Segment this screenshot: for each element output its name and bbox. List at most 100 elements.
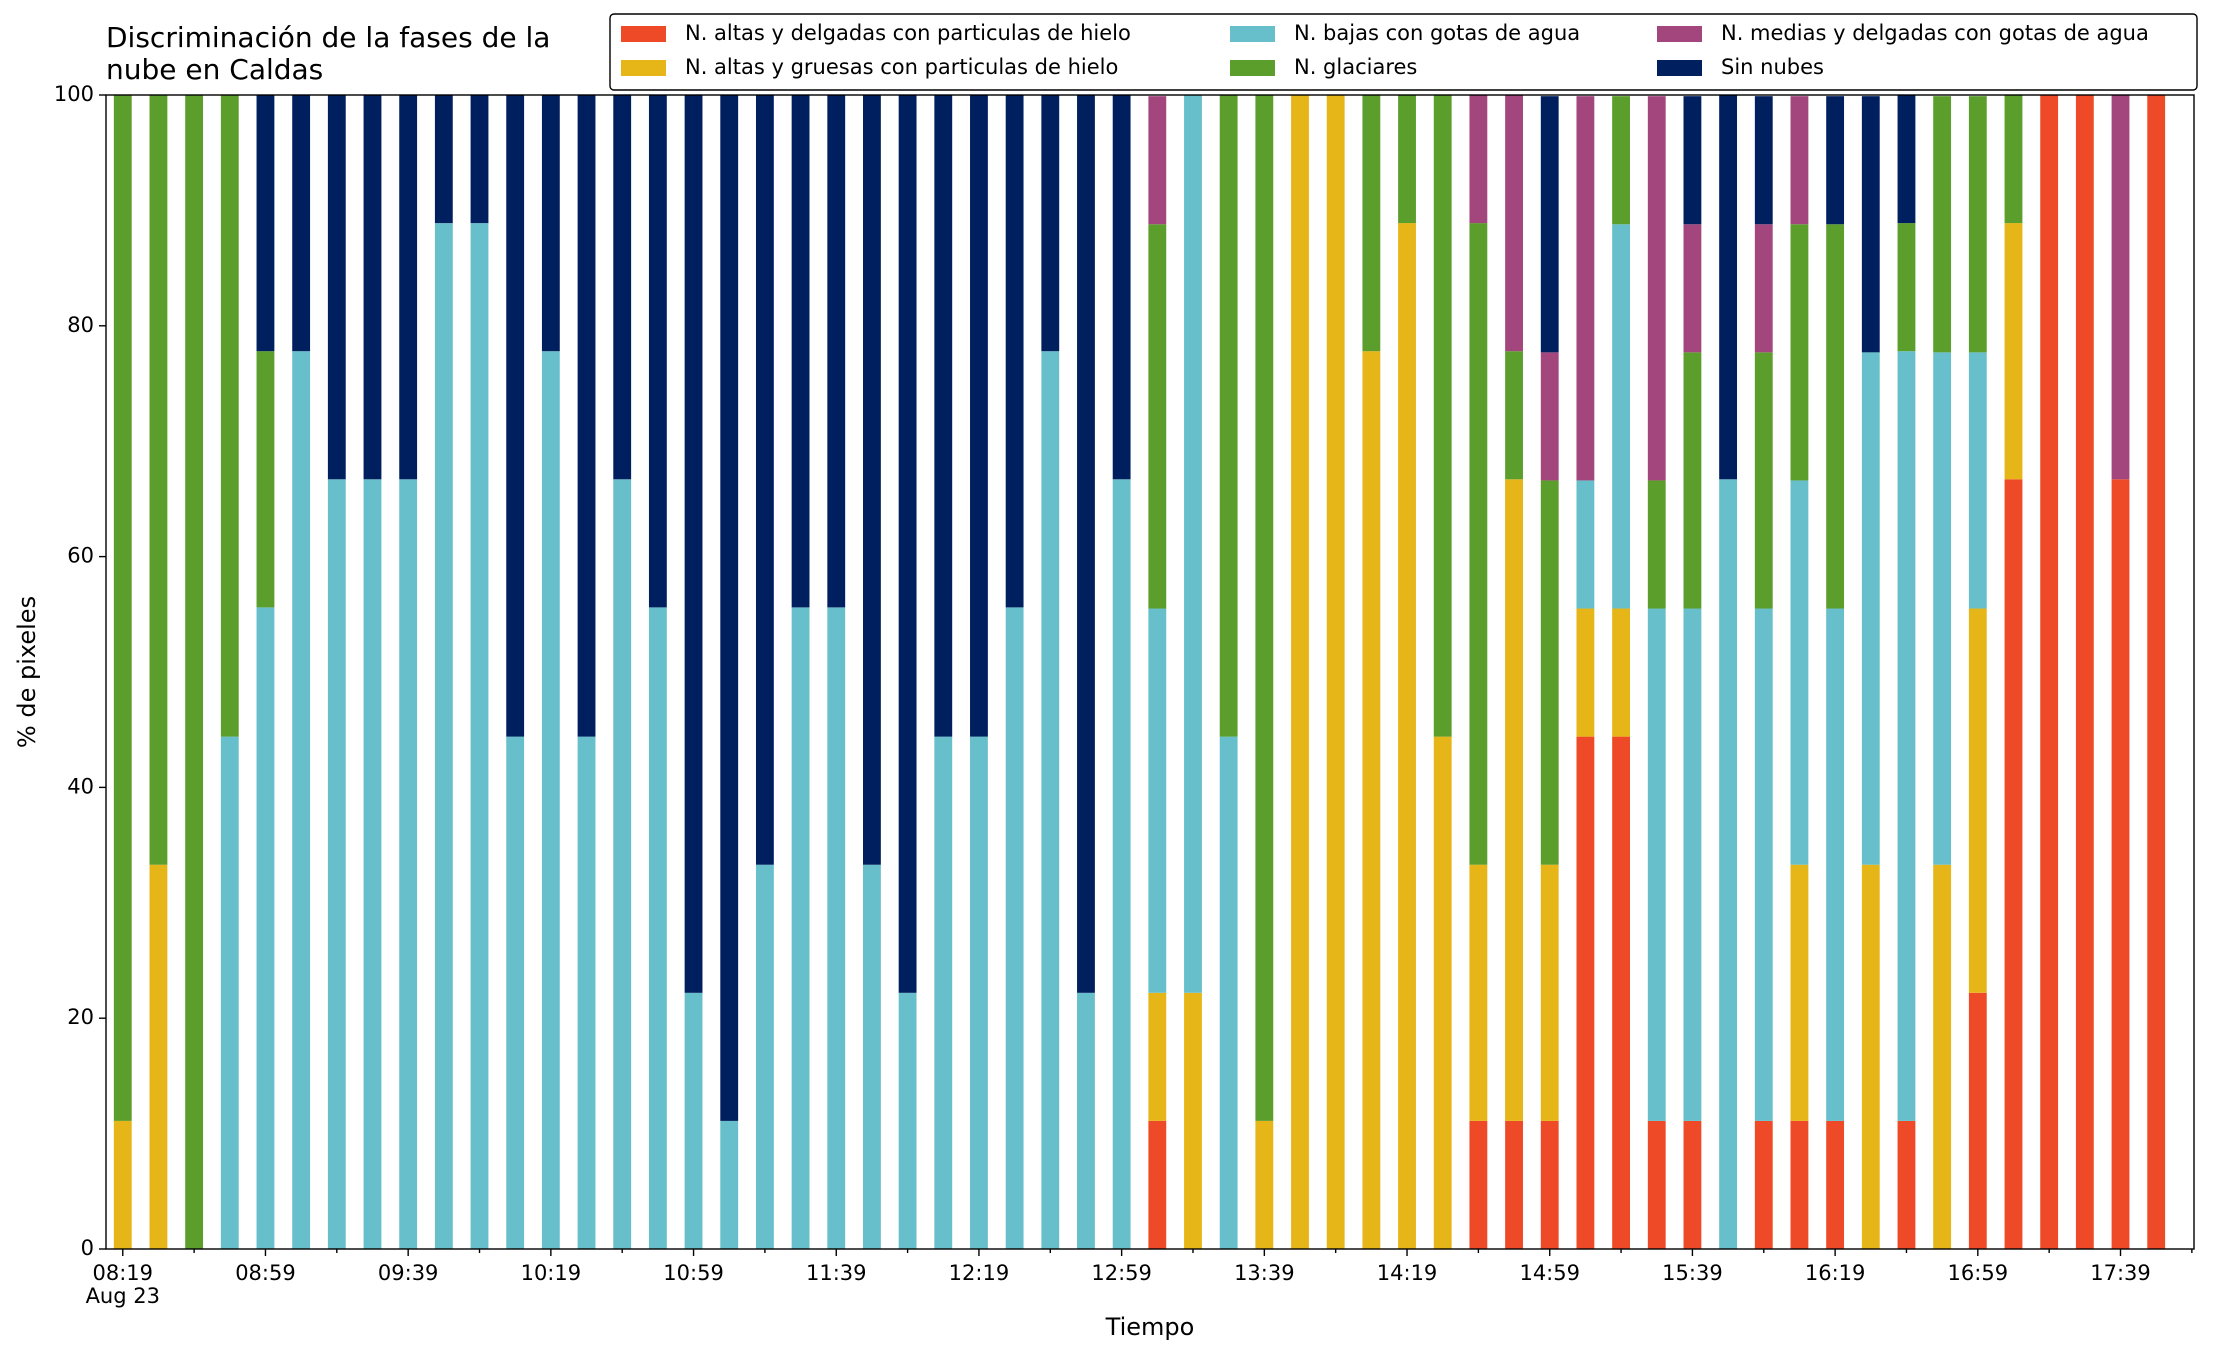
bar-segment [1719, 479, 1738, 1250]
bar-segment [1184, 992, 1202, 1249]
x-tick-label: 17:39 [2090, 1261, 2151, 1285]
bar-segment [1683, 96, 1702, 225]
x-tick-label: 10:19 [521, 1261, 582, 1285]
bar-segment [1826, 1120, 1845, 1249]
bar-segment [1005, 607, 1024, 1249]
x-tick-label: 08:19 [93, 1261, 154, 1285]
bar-segment [1933, 96, 1952, 353]
x-axis-label: Tiempo [1105, 1313, 1195, 1341]
bar-segment [256, 607, 275, 1249]
bar-segment [684, 992, 703, 1249]
bar-segment [1933, 864, 1952, 1249]
x-tick-label: 12:19 [949, 1261, 1010, 1285]
bar-segment [1826, 96, 1845, 225]
bar-segment [1647, 96, 1666, 481]
bar-segment [1041, 95, 1060, 352]
bar-segment [1398, 95, 1416, 224]
legend-swatch [1657, 60, 1702, 76]
bar-segment [2075, 95, 2094, 1249]
x-tick-label: 16:19 [1805, 1261, 1866, 1285]
bar-segment [1112, 95, 1131, 480]
bar-segment [256, 351, 275, 608]
bar-segment [648, 607, 667, 1249]
bar-segment [149, 95, 168, 865]
x-tick-label: 10:59 [663, 1261, 724, 1285]
bar-segment [1219, 95, 1238, 737]
y-tick-label: 100 [54, 82, 94, 106]
bar-segment [1433, 95, 1452, 737]
bar-segment [970, 95, 988, 737]
bar-segment [1041, 351, 1060, 1249]
bar-segment [1398, 223, 1416, 1249]
bar-segment [1077, 992, 1095, 1249]
bar-segment [1861, 96, 1880, 353]
legend-box [609, 13, 2198, 91]
bar-segment [791, 95, 810, 608]
legend-label: N. altas y gruesas con particulas de hie… [685, 55, 1118, 79]
bar-segment [470, 223, 489, 1249]
bar-segment [1754, 608, 1773, 1121]
bar-segment [1897, 1120, 1916, 1249]
y-tick-label: 20 [67, 1005, 94, 1029]
bar-segment [1505, 479, 1523, 1121]
bar-segment [1897, 351, 1916, 1121]
bar-segment [2004, 479, 2023, 1250]
legend-label: N. bajas con gotas de agua [1294, 21, 1580, 45]
bar-segment [220, 95, 239, 737]
bar-segment [1148, 608, 1167, 993]
bar-segment [541, 351, 560, 1249]
bar-segment [1826, 224, 1845, 609]
bar-segment [1754, 224, 1773, 353]
bar-segment [1576, 608, 1595, 737]
legend-swatch [621, 26, 666, 42]
bar-segment [827, 607, 846, 1249]
bar-segment [1576, 480, 1595, 609]
bar-segment [863, 864, 881, 1249]
bar-segment [1540, 1120, 1559, 1249]
bar-segment [1933, 352, 1952, 865]
bar-segment [684, 95, 703, 993]
x-tick-label: 08:59 [235, 1261, 296, 1285]
bar-segment [613, 479, 632, 1250]
bar-segment [1647, 608, 1666, 1121]
bar-segment [934, 95, 953, 737]
bar-segment [149, 864, 168, 1249]
bar-segment [1612, 608, 1630, 737]
bar-segment [613, 95, 632, 480]
y-axis-label: % de pixeles [13, 596, 41, 748]
x-tick-label: 14:19 [1377, 1261, 1438, 1285]
bar-segment [363, 479, 382, 1250]
bar-segment [1505, 351, 1523, 480]
bar-segment [292, 351, 311, 1249]
bar-segment [1683, 1120, 1702, 1249]
x-tick-label: 09:39 [378, 1261, 439, 1285]
x-tick-label: 12:59 [1091, 1261, 1152, 1285]
bar-segment [1612, 736, 1630, 1249]
x-tick-label: 11:39 [806, 1261, 867, 1285]
bar-segment [1540, 352, 1559, 481]
bar-segment [1505, 95, 1523, 352]
bar-segment [1469, 864, 1488, 1121]
bar-segment [1647, 1120, 1666, 1249]
bar-segment [2004, 95, 2023, 224]
bar-segment [863, 95, 881, 865]
bar-segment [1968, 992, 1987, 1249]
bar-segment [2111, 479, 2130, 1250]
bar-segment [1184, 95, 1202, 993]
bar-segment [2004, 223, 2023, 480]
bar-segment [1576, 96, 1595, 481]
bar-segment [1255, 95, 1274, 1121]
bar-segment [113, 95, 132, 1121]
legend-swatch [1230, 26, 1275, 42]
bar-segment [1612, 224, 1630, 609]
legend-swatch [1657, 26, 1702, 42]
bar-segment [1790, 224, 1809, 481]
y-tick-label: 40 [67, 774, 94, 798]
bar-segment [506, 95, 525, 737]
legend-label: N. glaciares [1294, 55, 1417, 79]
bar-segment [1719, 95, 1738, 480]
bar-segment [2040, 95, 2059, 1249]
bar-segment [1469, 95, 1488, 224]
bar-segment [2111, 95, 2130, 480]
